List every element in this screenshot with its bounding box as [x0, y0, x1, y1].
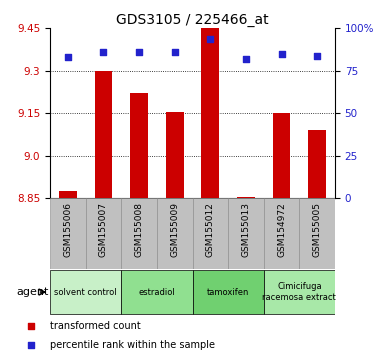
Bar [166, 112, 184, 198]
Text: percentile rank within the sample: percentile rank within the sample [50, 341, 215, 350]
Bar [300, 198, 335, 269]
Bar [264, 198, 300, 269]
Point [243, 56, 249, 62]
Text: GSM155007: GSM155007 [99, 202, 108, 257]
Bar [308, 130, 326, 198]
Point [65, 55, 71, 60]
Bar [237, 197, 255, 198]
Point [28, 343, 34, 348]
Text: agent: agent [16, 287, 48, 297]
Text: GSM155012: GSM155012 [206, 202, 215, 257]
Bar [273, 113, 290, 198]
Title: GDS3105 / 225466_at: GDS3105 / 225466_at [116, 13, 269, 27]
Bar [157, 198, 192, 269]
Bar [130, 93, 148, 198]
Point [278, 51, 285, 57]
Text: GSM155006: GSM155006 [64, 202, 72, 257]
Bar [121, 198, 157, 269]
Bar [228, 198, 264, 269]
Bar [95, 71, 112, 198]
Bar [201, 23, 219, 198]
Bar [50, 270, 121, 314]
Text: GSM155008: GSM155008 [135, 202, 144, 257]
Bar [59, 191, 77, 198]
Text: GSM155005: GSM155005 [313, 202, 321, 257]
Text: Cimicifuga
racemosa extract: Cimicifuga racemosa extract [263, 282, 336, 302]
Bar [192, 198, 228, 269]
Bar [192, 270, 264, 314]
Point [207, 36, 213, 41]
Text: estradiol: estradiol [139, 287, 175, 297]
Point [100, 49, 107, 55]
Bar [121, 270, 192, 314]
Text: GSM154972: GSM154972 [277, 202, 286, 257]
Bar [264, 270, 335, 314]
Point [314, 53, 320, 58]
Text: GSM155013: GSM155013 [241, 202, 250, 257]
Text: transformed count: transformed count [50, 321, 141, 331]
Text: GSM155009: GSM155009 [170, 202, 179, 257]
Bar [50, 198, 85, 269]
Text: tamoxifen: tamoxifen [207, 287, 249, 297]
Point [28, 323, 34, 329]
Point [172, 49, 178, 55]
Point [136, 49, 142, 55]
Bar [85, 198, 121, 269]
Text: solvent control: solvent control [54, 287, 117, 297]
